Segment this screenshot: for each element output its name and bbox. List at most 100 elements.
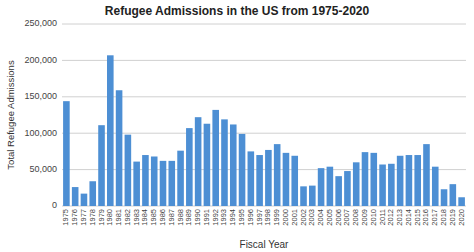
bar xyxy=(81,194,88,206)
bar xyxy=(283,153,290,206)
x-tick-label: 2018 xyxy=(439,209,448,226)
bar xyxy=(335,176,342,206)
bars xyxy=(63,55,465,206)
bar xyxy=(450,184,457,206)
x-tick-label: 1999 xyxy=(272,209,281,226)
y-axis-label: Total Refugee Admissions xyxy=(5,60,16,170)
bar xyxy=(406,155,413,206)
x-tick-label: 1977 xyxy=(79,209,88,226)
bar xyxy=(458,197,465,206)
bar xyxy=(142,155,149,206)
x-tick-label: 2013 xyxy=(395,209,404,226)
bar xyxy=(89,181,96,206)
x-tick-label: 2007 xyxy=(342,209,351,226)
bar xyxy=(116,90,123,206)
bar xyxy=(274,144,281,206)
x-tick-label: 1979 xyxy=(97,209,106,226)
bar xyxy=(291,156,298,206)
x-tick-label: 2010 xyxy=(369,209,378,226)
bar xyxy=(72,187,79,206)
x-tick-label: 2006 xyxy=(334,209,343,226)
bar xyxy=(265,150,272,206)
bar xyxy=(353,162,360,206)
x-tick-label: 1993 xyxy=(219,209,228,226)
x-tick-label: 1983 xyxy=(132,209,141,226)
x-tick-label: 1982 xyxy=(123,209,132,226)
x-tick-label: 2001 xyxy=(290,209,299,226)
x-tick-label: 1990 xyxy=(193,209,202,226)
x-tick-label: 2019 xyxy=(448,209,457,226)
bar xyxy=(362,152,369,206)
x-tick-label: 1991 xyxy=(202,209,211,226)
bar xyxy=(221,119,228,206)
y-tick-label: 0 xyxy=(52,200,57,210)
x-tick-label: 1986 xyxy=(158,209,167,226)
bar xyxy=(177,151,184,206)
x-tick-label: 2003 xyxy=(307,209,316,226)
x-tick-label: 2000 xyxy=(281,209,290,226)
y-ticks: 0 50,000 100,000 150,000 200,000 250,000 xyxy=(24,18,57,210)
bar xyxy=(230,124,237,206)
bar xyxy=(98,125,105,206)
x-tick-label: 1994 xyxy=(228,209,237,226)
y-tick-label: 250,000 xyxy=(24,18,57,28)
bar xyxy=(256,155,263,206)
x-tick-label: 2012 xyxy=(386,209,395,226)
grid-line xyxy=(62,133,466,134)
x-tick-label: 1997 xyxy=(255,209,264,226)
y-tick-label: 150,000 xyxy=(24,91,57,101)
grid xyxy=(62,24,466,206)
chart: 050,000100,000150,000200,000250,00019751… xyxy=(0,0,474,252)
x-tick-label: 2008 xyxy=(351,209,360,226)
x-tick-label: 1996 xyxy=(246,209,255,226)
bar xyxy=(318,168,325,206)
x-tick-label: 1985 xyxy=(149,209,158,226)
bar xyxy=(212,110,219,206)
x-tick-label: 2017 xyxy=(430,209,439,226)
y-tick-label: 100,000 xyxy=(24,128,57,138)
x-tick-label: 1978 xyxy=(88,209,97,226)
bar xyxy=(344,171,351,206)
bar xyxy=(63,101,70,206)
x-tick-label: 2002 xyxy=(299,209,308,226)
bar xyxy=(309,186,316,206)
x-tick-label: 1992 xyxy=(211,209,220,226)
bar xyxy=(327,167,334,206)
x-tick-label: 2011 xyxy=(378,209,387,225)
bar xyxy=(414,155,421,206)
x-tick-label: 2004 xyxy=(316,209,325,226)
bar xyxy=(300,186,307,206)
bar xyxy=(168,161,175,206)
y-tick-label: 50,000 xyxy=(29,164,57,174)
bar xyxy=(379,165,386,206)
x-tick-label: 2016 xyxy=(421,209,430,226)
x-tick-label: 1981 xyxy=(114,209,123,226)
bar xyxy=(186,128,193,206)
grid-line xyxy=(62,206,466,207)
y-tick-label: 200,000 xyxy=(24,55,57,65)
x-tick-label: 1995 xyxy=(237,209,246,226)
x-axis-label: Fiscal Year xyxy=(240,239,290,250)
bar xyxy=(125,135,132,206)
x-tick-label: 1975 xyxy=(61,209,70,226)
bar xyxy=(388,164,395,206)
bar xyxy=(423,144,430,206)
x-tick-label: 1998 xyxy=(263,209,272,226)
grid-line xyxy=(62,60,466,61)
bar xyxy=(204,124,211,206)
bar xyxy=(248,151,255,206)
grid-line xyxy=(62,24,466,25)
x-tick-label: 2020 xyxy=(457,209,466,226)
bar xyxy=(133,162,140,206)
title: Refugee Admissions in the US from 1975-2… xyxy=(105,4,370,18)
x-tick-label: 2014 xyxy=(404,209,413,226)
x-ticks: 1975197619771978197919801981198219831984… xyxy=(61,209,465,226)
bar xyxy=(370,153,377,206)
x-tick-label: 1987 xyxy=(167,209,176,226)
x-tick-label: 1988 xyxy=(176,209,185,226)
bar xyxy=(432,167,439,206)
bar xyxy=(195,117,202,206)
bar xyxy=(239,134,246,206)
x-tick-label: 1984 xyxy=(140,209,149,226)
x-tick-label: 1976 xyxy=(70,209,79,226)
